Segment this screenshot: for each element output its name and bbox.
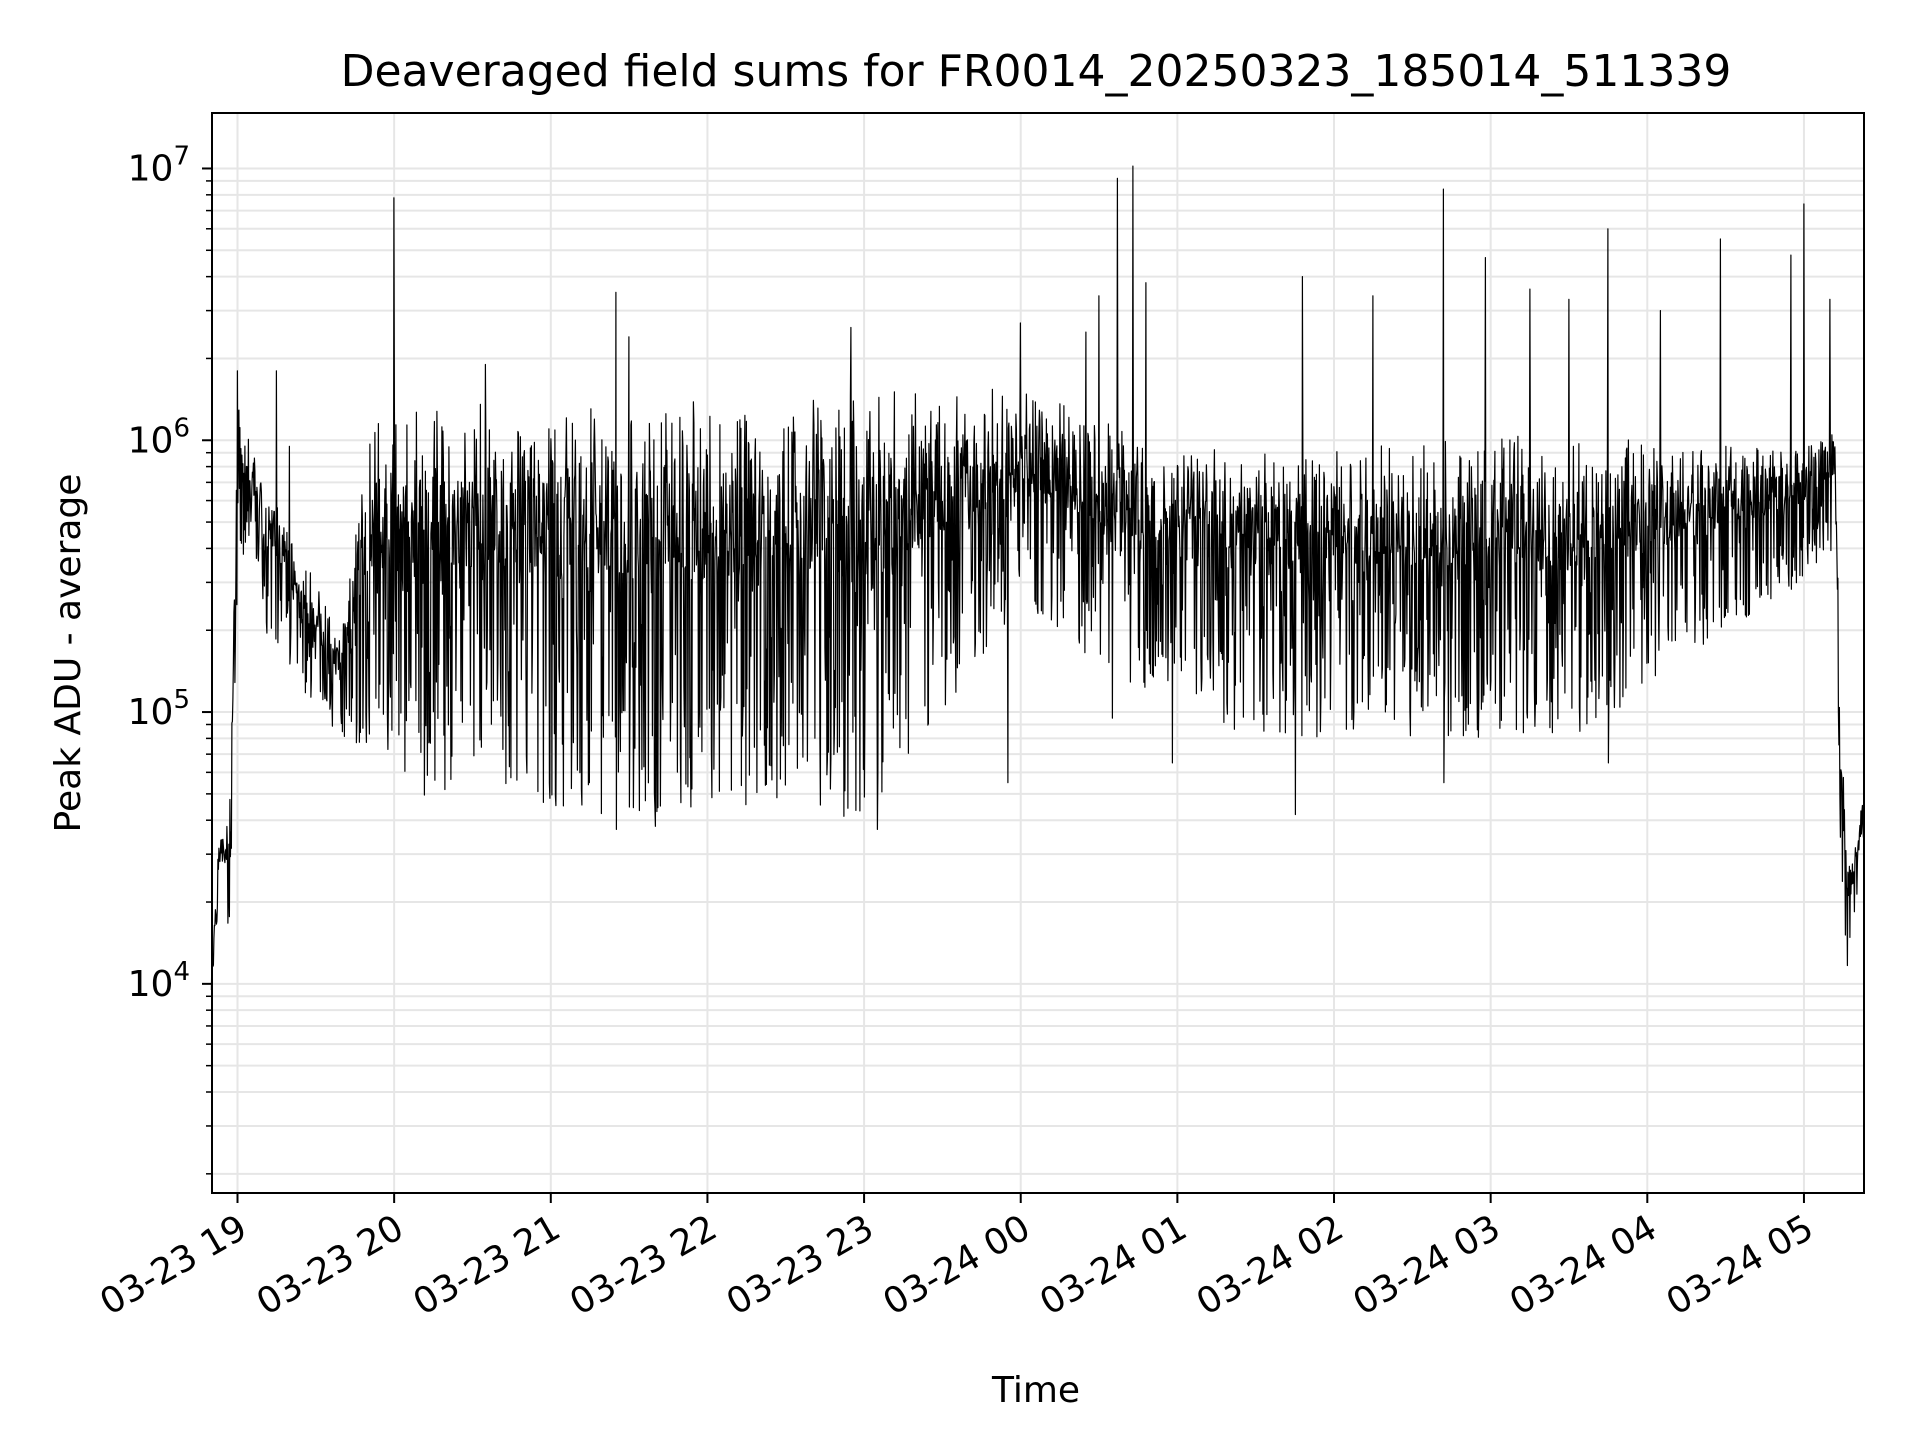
y-tick-label: 107 [128,141,190,189]
chart-title: Deaveraged field sums for FR0014_2025032… [341,46,1732,97]
y-tick-label: 106 [128,413,190,461]
series-group [210,165,1865,991]
data-line [210,165,1865,991]
y-tick-label: 104 [128,957,190,1005]
y-axis-label: Peak ADU - average [48,474,89,833]
y-tick-label: 105 [128,685,190,733]
plot-frame [211,112,1865,1194]
x-axis-label: Time [991,1370,1080,1411]
y-axis: 104 105 106 107 [128,141,212,1175]
